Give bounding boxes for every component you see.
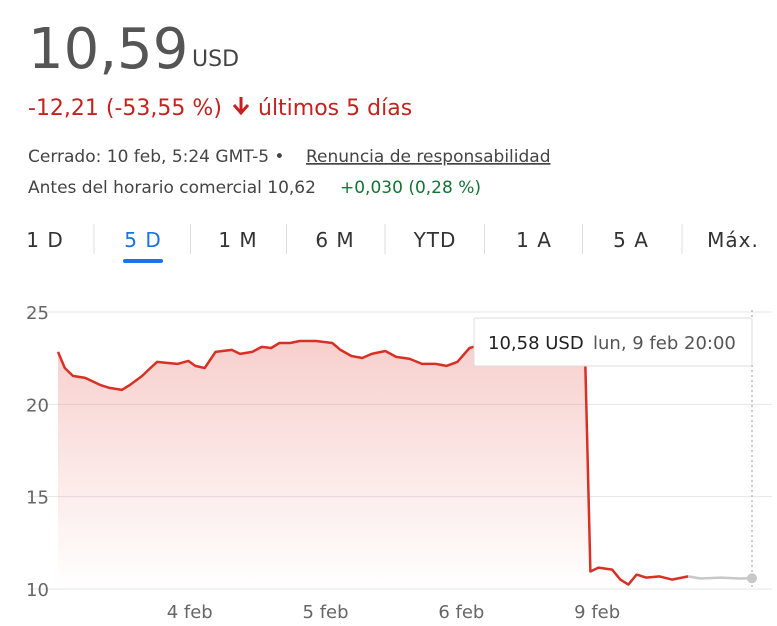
currency: USD — [192, 47, 239, 72]
tooltip-time: lun, 9 feb 20:00 — [593, 333, 736, 354]
x-tick-label: 6 feb — [438, 602, 484, 623]
tab[interactable]: 1 M — [218, 228, 257, 252]
range-tabs: 1 D 5 D 1 M 6 M YTD 1 A 5 A Máx. — [26, 224, 759, 263]
tooltip-value: 10,58 USD — [488, 333, 584, 354]
x-tick-label: 5 feb — [303, 602, 349, 623]
tab[interactable]: 1 D — [26, 228, 63, 252]
down-arrow — [232, 97, 250, 116]
status: Cerrado: 10 feb, 5:24 GMT-5 • — [28, 147, 284, 167]
tab[interactable]: 1 A — [516, 228, 552, 252]
disclaimer-link[interactable]: Renuncia de responsabilidad — [306, 147, 551, 167]
tab[interactable]: YTD — [413, 228, 457, 252]
premarket-change: +0,030 (0,28 %) — [340, 178, 481, 198]
x-tick-label: 4 feb — [167, 602, 213, 623]
tab-indicator — [123, 259, 163, 263]
hover-dot — [747, 573, 757, 584]
tab[interactable]: 5 D — [124, 228, 161, 252]
y-tick-label: 20 — [26, 395, 49, 416]
y-tick-label: 10 — [26, 580, 49, 601]
price-line — [56, 339, 689, 586]
y-tick-label: 15 — [26, 488, 49, 509]
area-fill — [58, 341, 689, 589]
change: -12,21 (-53,55 %) — [28, 96, 222, 121]
tab[interactable]: 6 M — [315, 228, 354, 252]
price-line — [687, 575, 753, 580]
tab[interactable]: Máx. — [707, 228, 759, 252]
tab[interactable]: 5 A — [613, 228, 649, 252]
price: 10,59 — [28, 17, 188, 82]
period: últimos 5 días — [258, 96, 412, 121]
x-tick-label: 9 feb — [574, 602, 620, 623]
y-tick-label: 25 — [26, 303, 49, 324]
chart: 10 15 20 25 4 feb 5 feb 6 feb 9 feb 10,58 USD lun… — [26, 303, 772, 623]
premarket: Antes del horario comercial 10,62 — [28, 178, 316, 198]
tooltip-box — [473, 317, 753, 367]
